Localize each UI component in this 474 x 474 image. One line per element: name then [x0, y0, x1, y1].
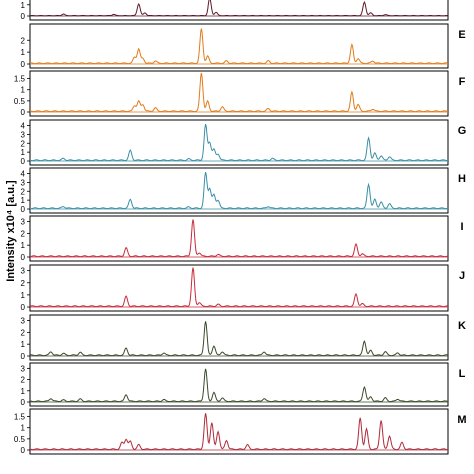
y-tick-label: 4 [21, 170, 26, 179]
y-tick-label: 0 [21, 157, 26, 166]
panel-frame [29, 119, 449, 166]
panel-m: 0 0.5 1 1.5 M [14, 408, 467, 455]
panel-label: K [458, 320, 466, 332]
y-tick-label: 0.5 [14, 435, 26, 444]
panel-label: I [460, 221, 463, 233]
panel-label: M [457, 414, 466, 426]
spectrum-line [30, 0, 448, 17]
spectrum-line [29, 368, 449, 403]
panel-frame [29, 215, 449, 262]
spectrum-line [29, 267, 448, 308]
spectrum-line [29, 72, 449, 113]
y-tick-label: 1 [21, 48, 26, 57]
y-tick-label: 1 [21, 241, 26, 250]
y-tick-label: 4 [21, 122, 26, 131]
panel-label: G [458, 125, 467, 137]
spectrum-line [29, 171, 449, 210]
y-tick-label: 1.5 [14, 75, 26, 84]
y-tick-label: 3 [21, 317, 26, 326]
panel-frame [29, 23, 449, 69]
y-tick-label: 3 [21, 364, 26, 373]
panel-top: 01 [21, 0, 449, 21]
y-tick-label: 3 [21, 130, 26, 139]
y-tick-label: 2 [21, 328, 26, 337]
panel-frame [29, 70, 449, 117]
panel-k: 0 1 2 3 K [21, 314, 466, 361]
panel-frame [29, 314, 449, 361]
y-tick-label: 0 [21, 12, 26, 21]
y-tick-label: 1 [21, 148, 26, 157]
y-tick-label: 0 [21, 398, 26, 407]
y-tick-label: 2 [21, 36, 26, 45]
spectrum-line [29, 123, 448, 162]
y-tick-label: 1 [21, 424, 26, 433]
panel-label: E [458, 29, 465, 41]
panel-frame [29, 362, 449, 407]
panel-label: J [459, 270, 465, 282]
y-tick-label: 0 [21, 303, 26, 312]
panel-label: L [459, 368, 466, 380]
y-tick-label: 0 [21, 446, 26, 455]
y-tick-label: 1 [21, 1, 26, 10]
y-tick-label: 1 [21, 387, 26, 396]
y-tick-label: 0 [21, 60, 26, 69]
y-tick-label: 2 [21, 376, 26, 385]
panel-i: 0 1 2 3 I [21, 215, 464, 262]
y-tick-label: 1 [21, 340, 26, 349]
y-tick-label: 3 [21, 267, 26, 276]
y-tick-label: 0 [21, 253, 26, 262]
y-axis-label: Intensity x10⁴ [a.u.] [5, 180, 17, 282]
y-tick-label: 0.5 [14, 97, 26, 106]
panel-frame [29, 167, 449, 214]
panel-frame [29, 408, 449, 455]
y-tick-label: 2 [21, 279, 26, 288]
y-tick-label: 0 [21, 108, 26, 117]
y-tick-label: 1.5 [14, 413, 26, 422]
spectrum-line [29, 413, 448, 451]
spectrum-line [30, 28, 449, 65]
panel-e: 0 1 2 E [21, 23, 466, 69]
y-tick-label: 2 [21, 187, 26, 196]
y-tick-label: 3 [21, 178, 26, 187]
y-tick-label: 1 [21, 291, 26, 300]
y-tick-label: 1 [21, 86, 26, 95]
panel-label: F [459, 76, 466, 88]
panel-label: H [458, 173, 466, 185]
y-tick-label: 3 [21, 218, 26, 227]
panel-l: 0 1 2 3 L [21, 362, 466, 407]
panel-j: 0 1 2 3 J [21, 264, 465, 312]
spectrum-line [29, 219, 449, 258]
panel-frame [29, 0, 449, 21]
y-tick-label: 2 [21, 229, 26, 238]
panel-f: 0 0.5 1 1.5 F [14, 70, 466, 117]
panel-frame [29, 264, 449, 312]
y-tick-label: 1 [21, 196, 26, 205]
y-tick-label: 2 [21, 139, 26, 148]
y-tick-label: 0 [21, 352, 26, 361]
spectrum-line [29, 321, 449, 357]
y-tick-label: 0 [21, 205, 26, 214]
